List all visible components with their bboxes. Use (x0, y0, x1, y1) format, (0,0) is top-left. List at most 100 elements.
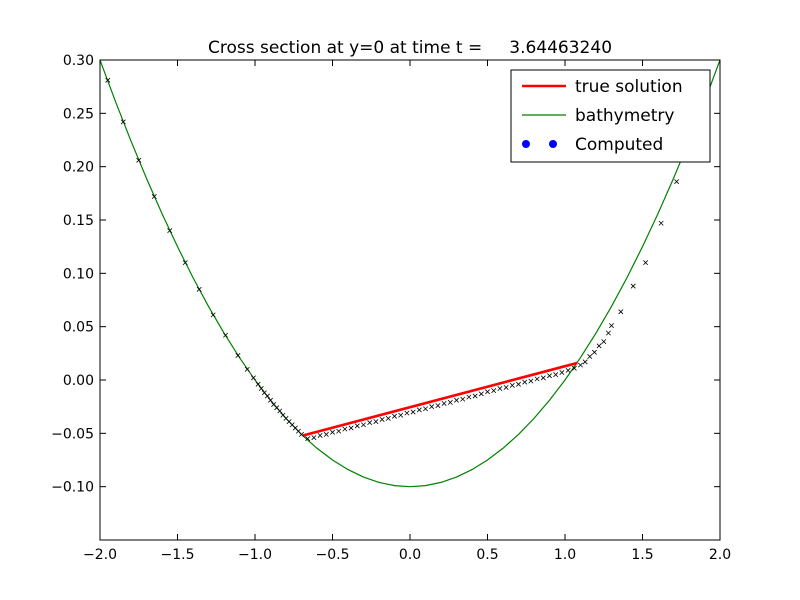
computed-marker (404, 410, 410, 416)
legend: true solution bathymetry Computed (510, 69, 711, 163)
computed-marker (330, 429, 335, 435)
computed-marker (136, 157, 142, 163)
computed-marker (609, 323, 614, 329)
x-tick-label: 0.0 (399, 547, 421, 563)
x-tick-label: −2.0 (83, 547, 117, 563)
computed-marker (361, 422, 366, 428)
computed-marker (410, 409, 416, 415)
y-tick-label: −0.05 (51, 426, 94, 442)
computed-marker (120, 119, 126, 125)
computed-marker (565, 367, 571, 373)
legend-computed-marker-2 (549, 140, 557, 148)
computed-marker (503, 384, 509, 390)
computed-marker (447, 399, 453, 405)
computed-marker (151, 194, 157, 200)
computed-marker (223, 332, 229, 338)
computed-marker (167, 228, 173, 234)
computed-marker (258, 386, 264, 392)
computed-marker (643, 260, 649, 266)
computed-marker (317, 432, 323, 438)
computed-marker (299, 431, 304, 437)
computed-marker (571, 365, 577, 371)
computed-marker (435, 403, 441, 409)
computed-marker (336, 428, 342, 434)
true-solution-line (302, 361, 578, 437)
computed-marker (540, 375, 546, 381)
computed-marker (559, 370, 565, 376)
computed-marker (509, 382, 515, 388)
legend-bathymetry-label: bathymetry (575, 106, 674, 126)
computed-marker (553, 372, 559, 378)
computed-marker (305, 436, 311, 442)
computed-marker (354, 423, 360, 429)
computed-marker (348, 425, 354, 431)
computed-marker (466, 394, 472, 400)
x-tick-label: 2.0 (709, 547, 731, 563)
computed-marker (547, 373, 552, 379)
computed-marker (630, 283, 636, 289)
computed-marker (522, 379, 528, 385)
computed-marker (429, 404, 435, 410)
computed-marker (323, 431, 329, 437)
computed-marker (182, 260, 188, 266)
y-tick-label: 0.05 (63, 320, 94, 336)
x-tick-label: 1.0 (554, 547, 576, 563)
legend-computed-marker-1 (522, 140, 530, 148)
computed-marker (235, 352, 241, 358)
y-tick-label: 0.15 (63, 213, 94, 229)
computed-marker (244, 366, 250, 372)
legend-computed-label: Computed (575, 135, 663, 155)
computed-marker (601, 339, 607, 345)
x-tick-label: −0.5 (316, 547, 350, 563)
chart-title: Cross section at y=0 at time t = 3.64463… (208, 38, 612, 58)
computed-markers (105, 77, 711, 442)
y-axis-ticks: −0.10 −0.05 0.00 0.05 0.10 0.15 0.20 0.25 0.30 (51, 53, 720, 496)
computed-marker (441, 400, 447, 406)
computed-marker (618, 309, 624, 315)
x-tick-label: 0.5 (476, 547, 498, 563)
computed-marker (416, 407, 422, 413)
computed-marker (367, 420, 373, 426)
x-tick-label: −1.5 (161, 547, 195, 563)
computed-marker (472, 393, 478, 399)
computed-marker (534, 376, 540, 382)
computed-marker (423, 406, 428, 412)
x-axis-ticks: −2.0 −1.5 −1.0 −0.5 0.0 0.5 1.0 1.5 2.0 (83, 60, 731, 563)
y-tick-label: 0.30 (63, 53, 94, 69)
bathymetry-line (100, 60, 720, 488)
computed-marker (528, 378, 534, 384)
y-tick-label: 0.10 (63, 266, 94, 282)
y-tick-label: 0.20 (63, 160, 94, 176)
legend-true-solution-label: true solution (575, 77, 683, 97)
computed-marker (497, 386, 503, 392)
computed-marker (264, 393, 270, 399)
plot-area (100, 60, 720, 488)
computed-marker (210, 312, 216, 318)
computed-marker (398, 412, 404, 418)
computed-marker (311, 435, 317, 441)
computed-marker (591, 349, 597, 355)
computed-marker (516, 381, 521, 387)
x-tick-label: 1.5 (631, 547, 653, 563)
computed-marker (578, 362, 583, 368)
y-tick-label: −0.10 (51, 480, 94, 496)
computed-marker (485, 389, 490, 395)
computed-marker (342, 426, 348, 432)
computed-marker (105, 77, 111, 83)
y-tick-label: 0.25 (63, 106, 94, 122)
computed-marker (379, 416, 385, 422)
computed-marker (373, 419, 379, 425)
computed-marker (454, 397, 459, 403)
computed-marker (605, 330, 611, 336)
computed-marker (277, 408, 283, 414)
computed-marker (674, 179, 680, 185)
computed-marker (491, 388, 497, 394)
computed-marker (250, 375, 256, 381)
computed-marker (255, 381, 261, 387)
y-tick-label: 0.00 (63, 373, 94, 389)
computed-marker (392, 413, 397, 419)
computed-marker (596, 343, 602, 349)
computed-marker (587, 354, 593, 360)
computed-marker (460, 396, 466, 402)
